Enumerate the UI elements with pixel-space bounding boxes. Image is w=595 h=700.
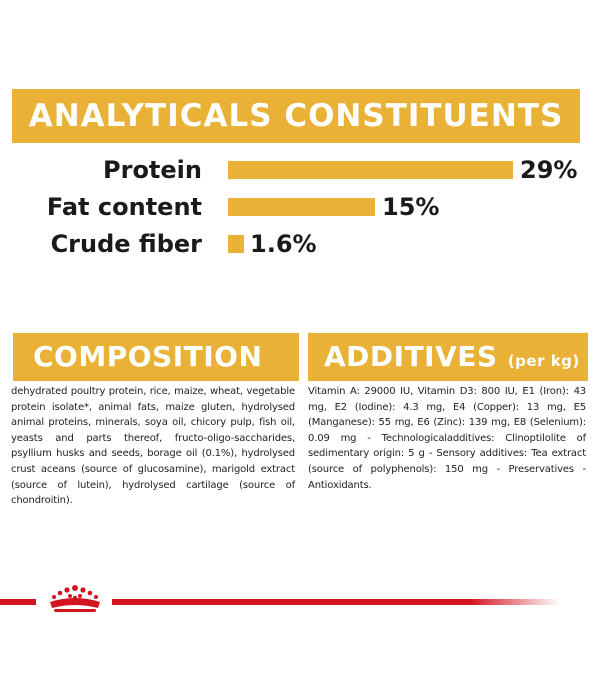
royal-canin-crown-icon (50, 585, 100, 612)
fat-label: Fat content (46, 193, 202, 221)
protein-row: Protein 29% (0, 155, 595, 185)
protein-bar (228, 161, 513, 179)
fiber-value: 1.6% (250, 230, 317, 258)
analytics-header: ANALYTICALS CONSTITUENTS (12, 89, 580, 143)
fiber-bar (228, 235, 244, 253)
composition-title: COMPOSITION (33, 340, 263, 373)
analytics-title: ANALYTICALS CONSTITUENTS (28, 98, 564, 134)
additives-text: Vitamin A: 29000 IU, Vitamin D3: 800 IU,… (308, 386, 586, 491)
fiber-row: Crude fiber 1.6% (0, 229, 595, 259)
brand-line-left (0, 599, 36, 605)
composition-text: dehydrated poultry protein, rice, maize,… (11, 386, 295, 507)
fat-row: Fat content 15% (0, 192, 595, 222)
protein-value: 29% (520, 156, 578, 184)
composition-header: COMPOSITION (13, 333, 299, 381)
fat-value: 15% (382, 193, 440, 221)
fiber-label: Crude fiber (50, 230, 202, 258)
additives-subtitle: (per kg) (507, 352, 580, 370)
brand-line-right (112, 599, 560, 605)
additives-header: ADDITIVES (per kg) (308, 333, 588, 381)
fat-bar (228, 198, 375, 216)
protein-label: Protein (103, 156, 202, 184)
additives-title: ADDITIVES (324, 340, 498, 373)
